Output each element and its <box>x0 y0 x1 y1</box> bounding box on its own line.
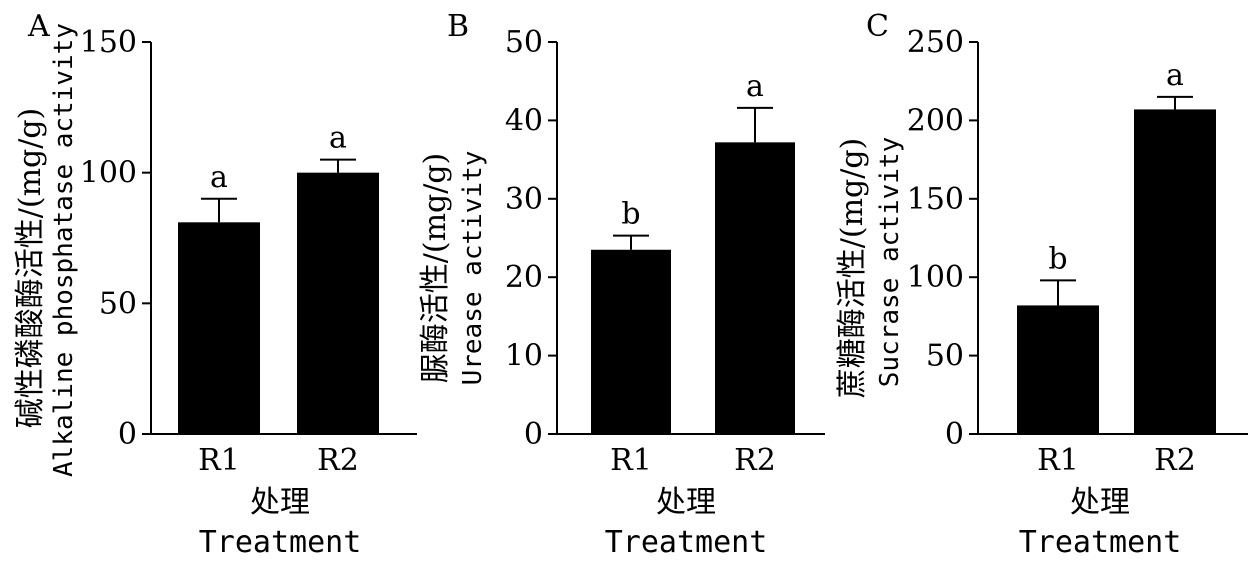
y-axis-title-cn-c: 蔗糖酶活性/(mg/g) <box>835 138 870 398</box>
significance-label-a-r1: a <box>210 160 228 195</box>
y-tick-label-c-5: 250 <box>907 25 964 60</box>
significance-label-a-r2: a <box>329 121 347 156</box>
x-tick-label-c-r1: R1 <box>1037 443 1079 478</box>
bar-a-r1 <box>178 222 260 434</box>
x-tick-label-c-r2: R2 <box>1154 443 1196 478</box>
panel-label-a: A <box>27 9 50 44</box>
y-tick-label-c-3: 150 <box>907 182 964 217</box>
plot-a: 0 50 100 150 a R1 a R2 <box>80 25 417 478</box>
x-axis-title-cn-a: 处理 <box>250 485 310 520</box>
y-tick-label-a-2: 100 <box>80 156 137 191</box>
x-tick-label-a-r1: R1 <box>198 443 240 478</box>
panel-a: A 碱性磷酸酶活性/(mg/g) Alkaline phosphatase ac… <box>13 9 361 560</box>
y-tick-label-b-3: 30 <box>505 182 543 217</box>
y-tick-label-b-4: 40 <box>505 103 543 138</box>
y-axis-title-cn-a: 碱性磷酸酶活性/(mg/g) <box>13 108 48 428</box>
significance-label-c-r1: b <box>1048 241 1067 276</box>
y-axis-title-en-a: Alkaline phosphatase activity <box>49 23 79 477</box>
panel-label-b: B <box>447 9 469 44</box>
panel-c: C 蔗糖酶活性/(mg/g) Sucrase activity 处理 Treat… <box>835 9 1181 560</box>
bar-b-r2 <box>715 142 795 435</box>
x-tick-label-a-r2: R2 <box>317 443 359 478</box>
significance-label-c-r2: a <box>1166 58 1184 93</box>
x-axis-title-cn-c: 处理 <box>1070 485 1130 520</box>
y-tick-label-c-2: 100 <box>907 260 964 295</box>
significance-label-b-r2: a <box>746 69 764 104</box>
plot-b: 0 10 20 30 40 50 b R1 a R2 <box>505 25 825 478</box>
x-tick-label-b-r2: R2 <box>734 443 776 478</box>
y-tick-label-c-0: 0 <box>945 417 964 452</box>
y-axis-title-en-b: Urease activity <box>458 151 488 386</box>
bar-b-r1 <box>591 249 671 434</box>
y-tick-label-a-1: 50 <box>99 286 137 321</box>
panel-label-c: C <box>866 9 889 44</box>
x-axis-title-en-b: Treatment <box>605 525 768 560</box>
x-axis-title-en-a: Treatment <box>199 525 362 560</box>
plots: 0 50 100 150 a R1 a R2 0 10 20 30 40 50 b R1 a R2 0 50 100 15… <box>80 25 1248 478</box>
x-tick-label-b-r1: R1 <box>610 443 652 478</box>
x-axis-title-cn-b: 处理 <box>656 485 716 520</box>
y-tick-label-c-1: 50 <box>926 339 964 374</box>
significance-label-b-r1: b <box>621 197 640 232</box>
y-tick-label-a-0: 0 <box>118 417 137 452</box>
plot-c: 0 50 100 150 200 250 b R1 a R2 <box>907 25 1248 478</box>
y-tick-label-b-1: 10 <box>505 339 543 374</box>
y-axis-title-en-c: Sucrase activity <box>875 137 905 387</box>
panel-b: B 脲酶活性/(mg/g) Urease activity 处理 Treatme… <box>418 9 767 560</box>
y-tick-label-b-5: 50 <box>505 25 543 60</box>
bar-a-r2 <box>297 172 379 434</box>
y-tick-label-b-2: 20 <box>505 260 543 295</box>
bar-c-r2 <box>1134 109 1216 434</box>
y-tick-label-c-4: 200 <box>907 103 964 138</box>
y-tick-label-b-0: 0 <box>524 417 543 452</box>
bar-c-r1 <box>1017 305 1099 434</box>
x-axis-title-en-c: Treatment <box>1019 525 1182 560</box>
y-tick-label-a-3: 150 <box>80 25 137 60</box>
y-axis-title-cn-b: 脲酶活性/(mg/g) <box>418 153 453 383</box>
